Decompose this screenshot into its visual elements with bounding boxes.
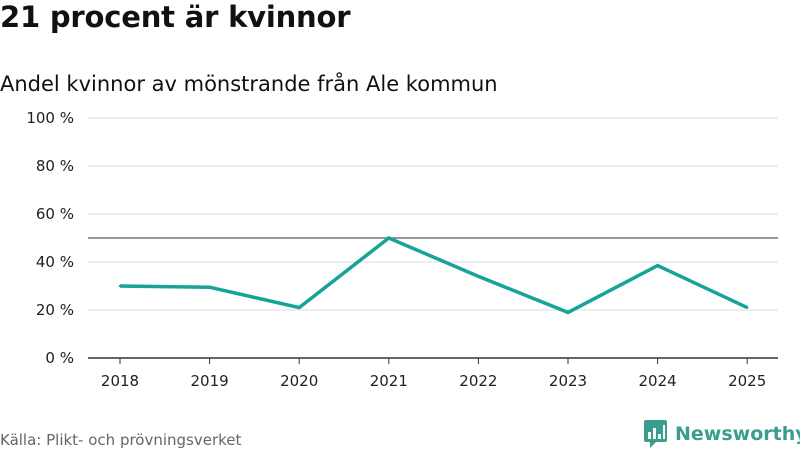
x-tick-label: 2022 — [459, 372, 497, 390]
x-axis-tick-labels: 2018 2019 2020 2021 2022 2023 2024 2025 — [101, 372, 766, 390]
data-point-2019 — [208, 286, 211, 289]
source-text: Källa: Plikt- och prövningsverket — [0, 431, 242, 449]
y-tick-label: 40 % — [36, 253, 74, 271]
newsworthy-logo-icon — [644, 420, 667, 448]
x-tick-label: 2025 — [728, 372, 766, 390]
y-tick-label: 60 % — [36, 205, 74, 223]
x-tick-label: 2018 — [101, 372, 139, 390]
x-tick-label: 2023 — [549, 372, 587, 390]
x-axis — [88, 357, 778, 364]
data-point-2020 — [298, 306, 301, 309]
x-tick-label: 2020 — [280, 372, 318, 390]
x-tick-label: 2021 — [370, 372, 408, 390]
y-axis-tick-labels: 0 % 20 % 40 % 60 % 80 % 100 % — [26, 109, 74, 367]
brand-name: Newsworthy — [675, 423, 800, 445]
brand-logo: Newsworthy — [644, 420, 800, 448]
data-point-2023 — [566, 311, 570, 314]
y-tick-label: 100 % — [26, 109, 74, 127]
data-point-2025 — [746, 306, 749, 309]
chart-subtitle: Andel kvinnor av mönstrande från Ale kom… — [0, 72, 498, 96]
y-tick-label: 20 % — [36, 301, 74, 319]
data-point-2024 — [656, 264, 659, 267]
x-tick-label: 2019 — [191, 372, 229, 390]
chart-title: 21 procent är kvinnor — [0, 0, 351, 34]
data-point-2018 — [118, 284, 122, 288]
series-line — [119, 235, 748, 315]
data-point-2021 — [387, 236, 390, 240]
gridlines — [88, 117, 778, 311]
y-tick-label: 80 % — [36, 157, 74, 175]
series-group — [118, 235, 749, 315]
data-point-2022 — [477, 275, 480, 278]
x-tick-label: 2024 — [639, 372, 677, 390]
y-tick-label: 0 % — [45, 349, 74, 367]
line-chart: 0 % 20 % 40 % 60 % 80 % 100 % 2018 2019 2020 202… — [26, 109, 778, 390]
